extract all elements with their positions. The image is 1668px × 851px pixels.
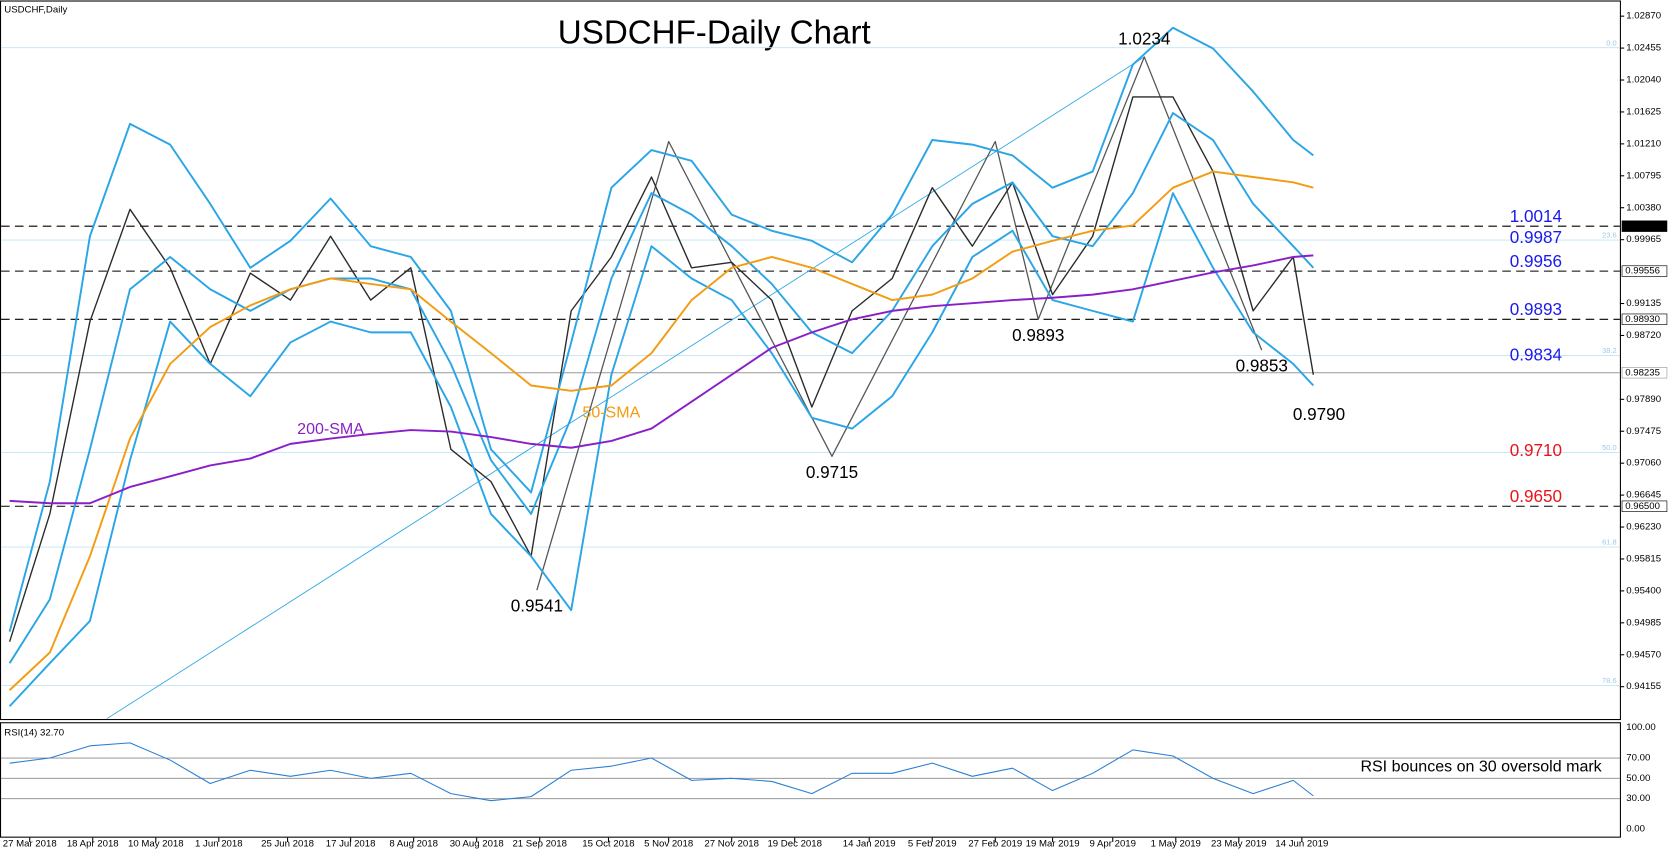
y-tick-label: 1.00380 xyxy=(1626,202,1661,213)
x-tick-label: 19 Dec 2018 xyxy=(767,839,822,850)
indicator-line xyxy=(8,26,1314,632)
x-tick-label: 1 Jun 2018 xyxy=(195,839,243,850)
rsi-panel xyxy=(0,722,1621,838)
x-tick-label: 15 Oct 2018 xyxy=(582,839,634,850)
price-line xyxy=(8,96,1315,642)
x-tick-label: 25 Jun 2018 xyxy=(261,839,314,850)
swing-label: 1.0234 xyxy=(1118,29,1170,48)
zigzag xyxy=(536,56,1263,591)
price-level-box xyxy=(1621,313,1668,325)
y-tick-label: 1.02040 xyxy=(1626,75,1661,86)
price-level-box xyxy=(1621,220,1668,232)
rsi-line xyxy=(9,742,1314,802)
fib-level-label: 78.6 xyxy=(1602,676,1617,685)
price-level-label: 1.00140 xyxy=(1625,221,1660,232)
level-label: 0.9987 xyxy=(1510,228,1562,247)
y-tick-label: 1.00795 xyxy=(1626,170,1661,181)
price-level-label: 0.98930 xyxy=(1625,314,1660,325)
y-tick-label: 0.97060 xyxy=(1626,458,1661,469)
y-tick-label: 0.95400 xyxy=(1626,585,1661,596)
x-tick-label: 18 Apr 2018 xyxy=(67,839,119,850)
x-tick-label: 30 Aug 2018 xyxy=(450,839,504,850)
x-tick-label: 21 Sep 2018 xyxy=(512,839,567,850)
price-level-label: 0.96500 xyxy=(1625,501,1660,512)
x-tick-label: 9 Apr 2019 xyxy=(1090,839,1136,850)
price-panel xyxy=(0,0,1621,721)
x-tick-label: 10 May 2018 xyxy=(128,839,184,850)
swing-label: 0.9715 xyxy=(806,463,858,482)
level-label: 0.9893 xyxy=(1510,300,1562,319)
price-level-box xyxy=(1621,500,1668,512)
x-tick-label: 8 Aug 2018 xyxy=(389,839,438,850)
level-label: 0.9834 xyxy=(1510,346,1562,365)
x-tick-label: 14 Jun 2019 xyxy=(1275,839,1328,850)
y-tick-label: 1.02455 xyxy=(1626,43,1661,54)
y-tick-label: 1.02870 xyxy=(1626,11,1661,22)
x-tick-label: 27 Nov 2018 xyxy=(704,839,759,850)
x-tick-label: 14 Jan 2019 xyxy=(843,839,896,850)
indicator-line xyxy=(9,254,1314,505)
fib-level-label: 0.0 xyxy=(1606,38,1616,47)
rsi-annotation: RSI bounces on 30 oversold mark xyxy=(1360,757,1602,775)
series-label: 200-SMA xyxy=(297,420,364,438)
x-tick-label: 1 May 2019 xyxy=(1151,839,1201,850)
x-tick-label: 5 Nov 2018 xyxy=(644,839,693,850)
fib-level-label: 50.0 xyxy=(1602,443,1617,452)
level-label: 1.0014 xyxy=(1510,207,1562,226)
series-label: 50-SMA xyxy=(582,404,640,422)
swing-label: 0.9893 xyxy=(1012,326,1064,345)
indicator-line xyxy=(8,192,1315,707)
level-label: 0.9710 xyxy=(1510,441,1562,460)
x-tick-label: 5 Feb 2019 xyxy=(908,839,957,850)
y-tick-label: 0.97475 xyxy=(1626,426,1661,437)
x-tick-label: 23 May 2019 xyxy=(1211,839,1267,850)
rsi-tick-label: 50.00 xyxy=(1626,773,1650,784)
rsi-tick-label: 30.00 xyxy=(1626,793,1650,804)
rsi-label: RSI(14) 32.70 xyxy=(4,727,64,738)
level-label: 0.9956 xyxy=(1510,252,1562,271)
y-tick-label: 0.95815 xyxy=(1626,554,1661,565)
y-tick-label: 1.01625 xyxy=(1626,106,1661,117)
y-tick-label: 0.96230 xyxy=(1626,522,1661,533)
swing-label: 0.9790 xyxy=(1293,405,1345,424)
indicator-line xyxy=(8,112,1315,664)
symbol-label: USDCHF,Daily xyxy=(4,5,67,16)
swing-label: 0.9541 xyxy=(511,597,563,616)
last-price-label: 0.98235 xyxy=(1625,367,1660,378)
fib-level-label: 61.8 xyxy=(1602,538,1617,547)
x-tick-label: 17 Jul 2018 xyxy=(326,839,376,850)
indicator-line xyxy=(8,170,1314,691)
x-tick-label: 19 Mar 2019 xyxy=(1026,839,1080,850)
y-tick-label: 0.94570 xyxy=(1626,649,1661,660)
y-tick-label: 0.96645 xyxy=(1626,490,1661,501)
y-tick-label: 1.01210 xyxy=(1626,138,1661,149)
y-tick-label: 0.94155 xyxy=(1626,681,1661,692)
x-tick-label: 27 Feb 2019 xyxy=(968,839,1022,850)
y-tick-label: 0.99965 xyxy=(1626,234,1661,245)
last-price-box xyxy=(1621,367,1668,379)
price-level-label: 0.99556 xyxy=(1625,266,1660,277)
fib-level-label: 23.6 xyxy=(1602,231,1617,240)
price-level-box xyxy=(1621,265,1668,277)
y-tick-label: 0.97890 xyxy=(1626,394,1661,405)
y-tick-label: 0.98720 xyxy=(1626,330,1661,341)
fib-line xyxy=(106,56,1145,719)
y-tick-label: 0.94985 xyxy=(1626,617,1661,628)
chart-title: USDCHF-Daily Chart xyxy=(558,14,871,51)
rsi-tick-label: 70.00 xyxy=(1626,753,1650,764)
rsi-tick-label: 100.00 xyxy=(1626,722,1655,733)
fib-level-label: 38.2 xyxy=(1602,346,1617,355)
rsi-tick-label: 0.00 xyxy=(1626,824,1645,835)
y-tick-label: 0.99135 xyxy=(1626,298,1661,309)
x-tick-label: 27 Mar 2018 xyxy=(3,839,57,850)
swing-label: 0.9853 xyxy=(1236,357,1288,376)
level-label: 0.9650 xyxy=(1510,487,1562,506)
